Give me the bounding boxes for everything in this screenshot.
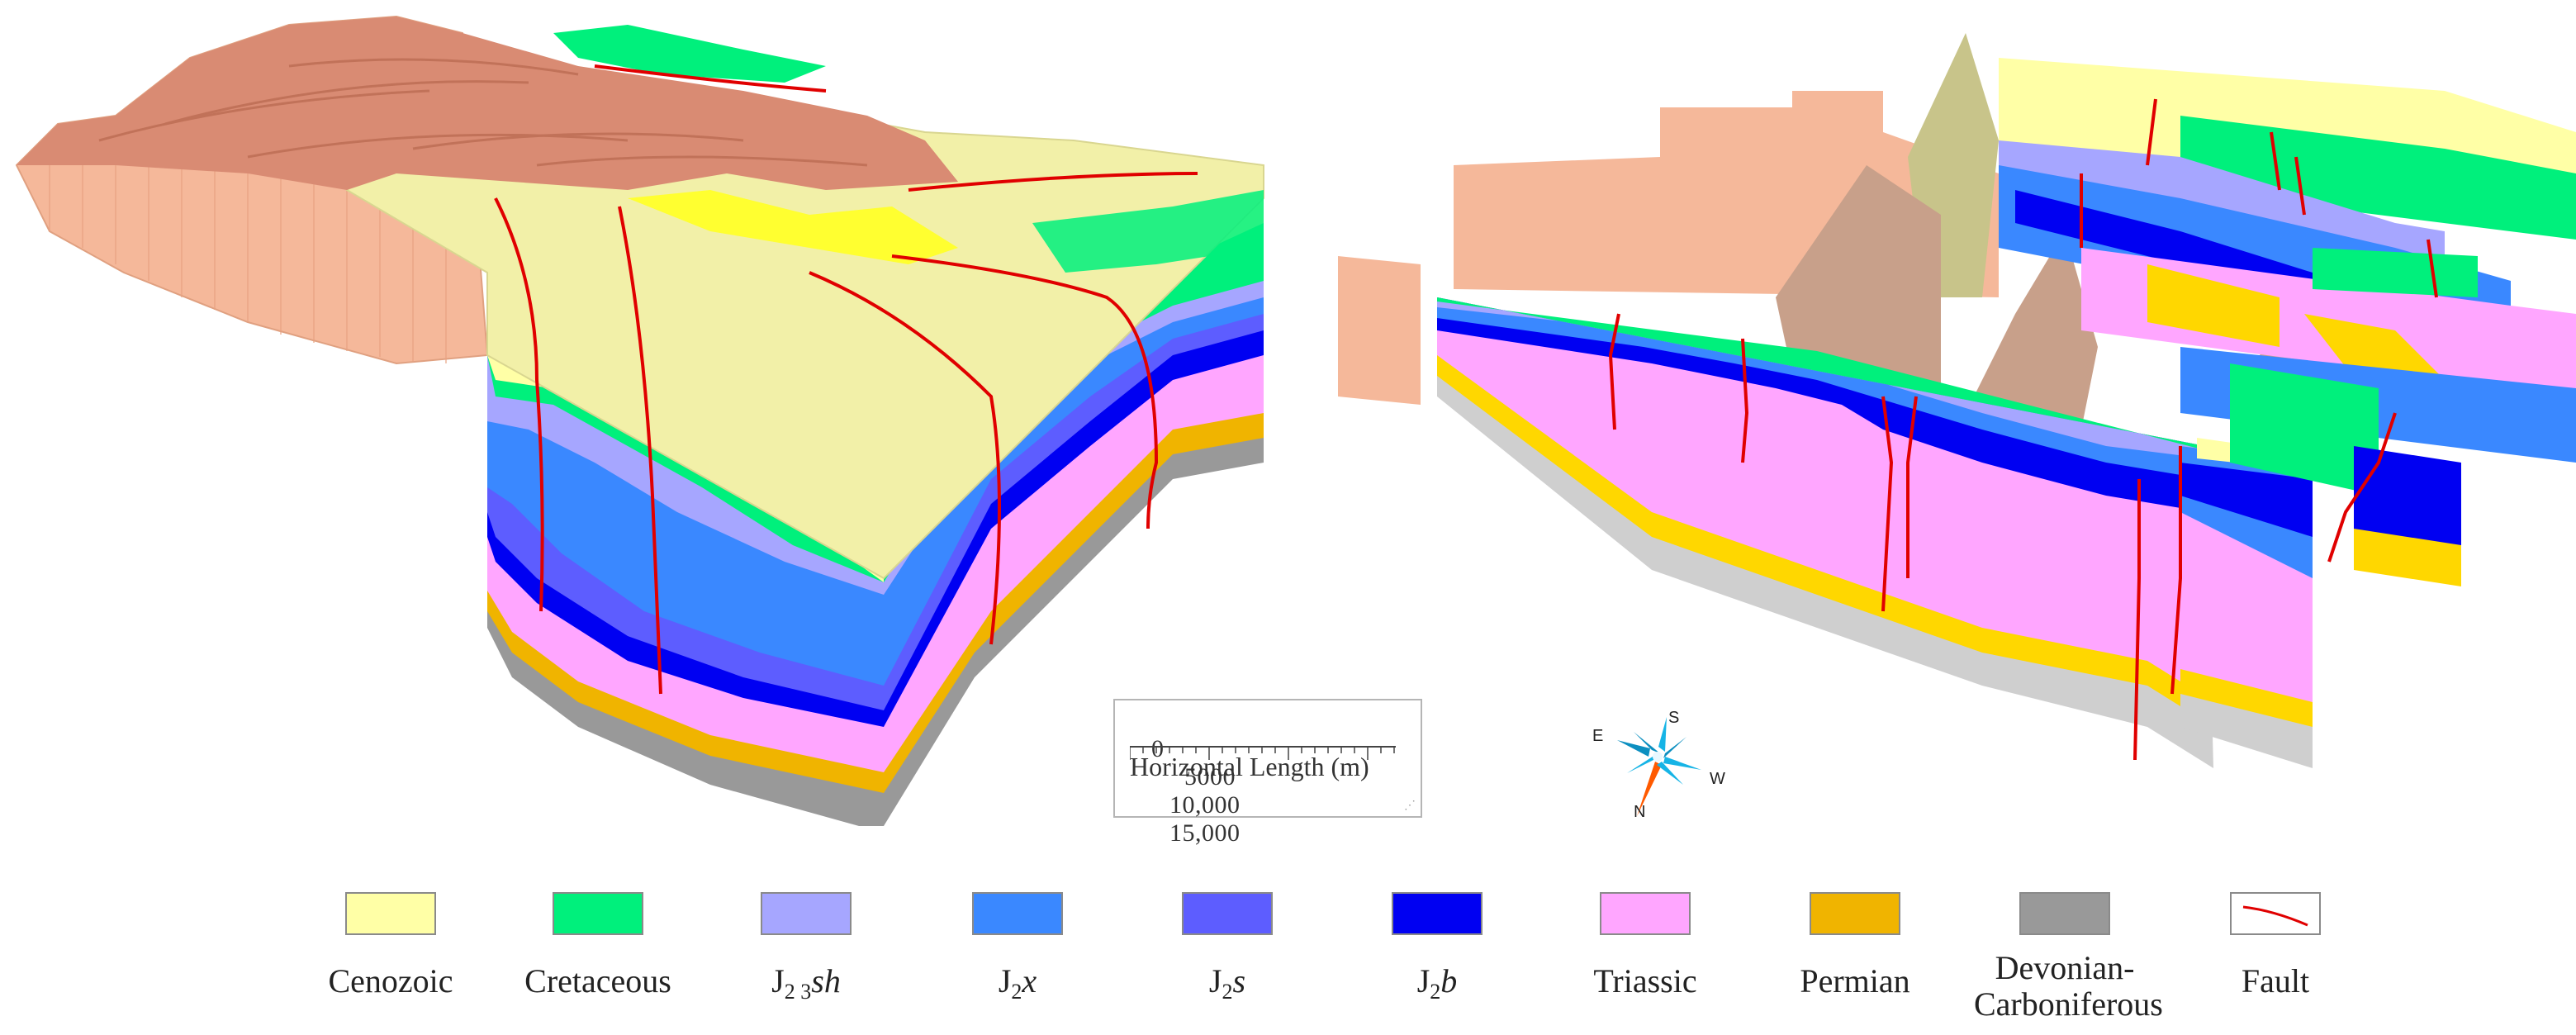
- legend-label-j23sh: J2 3sh: [771, 962, 841, 1004]
- legend-swatch-cenozoic: [345, 892, 436, 935]
- left-top-cretaceous-patch: [1032, 190, 1264, 273]
- legend-label-j2b: J2b: [1416, 962, 1458, 1004]
- legend-item-devonian-carboniferous: Devonian- Carboniferous: [1974, 892, 2163, 1023]
- left-topography: [17, 17, 958, 190]
- compass-label-south: S: [1668, 709, 1680, 727]
- resize-grip-icon: ⋰: [1404, 800, 1416, 812]
- right-back-section-purple: [1999, 140, 2445, 264]
- right-mid-section-permian-2: [2304, 314, 2445, 388]
- legend-swatch-j2x: [972, 892, 1063, 935]
- legend-item-j2s: J2s: [1136, 892, 1318, 1010]
- legend-item-j23sh: J2 3sh: [715, 892, 897, 1010]
- right-front-j2b: [1437, 297, 2205, 512]
- right-right-section-yellow: [2354, 529, 2461, 586]
- legend-swatch-permian: [1810, 892, 1900, 935]
- legend-label-cretaceous: Cretaceous: [524, 962, 671, 999]
- geological-model-scene: [15, 15, 2576, 826]
- compass-star-icon: [1617, 717, 1701, 816]
- right-basement-left: [1338, 256, 1421, 405]
- scale-tick-10000: 10,000: [1169, 791, 1241, 819]
- scale-tick-5000: 5000: [1184, 763, 1236, 790]
- legend-item-j2x: J2x: [927, 892, 1108, 1010]
- legend-label-cenozoic: Cenozoic: [328, 962, 453, 999]
- legend-label-j2x: J2x: [998, 962, 1037, 1004]
- legend-swatch-triassic: [1600, 892, 1691, 935]
- compass-label-north: N: [1634, 803, 1646, 821]
- legend-item-j2b: J2b: [1346, 892, 1528, 1010]
- legend-swatch-fault: [2230, 892, 2321, 935]
- legend-swatch-devonian-carboniferous: [2019, 892, 2110, 935]
- compass-label-east: E: [1592, 727, 1604, 745]
- scale-bar: 0 5000 10,000 15,000 Horizontal Length (…: [1113, 699, 1422, 847]
- legend-item-cretaceous: Cretaceous: [507, 892, 689, 999]
- right-lower-section-dkblue: [2180, 463, 2313, 537]
- legend-item-fault: Fault: [2185, 892, 2366, 999]
- fault-line-icon: [2242, 905, 2308, 927]
- legend-label-permian: Permian: [1800, 962, 1910, 999]
- compass-rose: E S W N: [1586, 699, 1751, 831]
- legend-swatch-j2b: [1392, 892, 1483, 935]
- legend-item-permian: Permian: [1764, 892, 1946, 999]
- right-front-j23sh: [1437, 297, 2205, 458]
- legend-label-devonian-carboniferous: Devonian- Carboniferous: [1974, 949, 2163, 1023]
- legend-label-triassic: Triassic: [1593, 962, 1697, 999]
- scale-bar-ticks: 0 5000 10,000 15,000: [1125, 707, 1241, 876]
- right-back-section-green: [2180, 116, 2576, 240]
- legend-swatch-cretaceous: [553, 892, 643, 935]
- legend: Cenozoic Cretaceous J2 3sh J2x J2s J2b T…: [0, 876, 2576, 1033]
- left-top-cretaceous-patch-2: [553, 25, 826, 83]
- legend-item-cenozoic: Cenozoic: [300, 892, 482, 999]
- right-fence-diagram: [1338, 33, 2576, 768]
- legend-item-triassic: Triassic: [1554, 892, 1736, 999]
- legend-label-j2s: J2s: [1208, 962, 1246, 1004]
- right-faults: [1608, 98, 2438, 761]
- compass-label-west: W: [1710, 770, 1725, 788]
- left-faults: [494, 64, 1198, 695]
- right-mid-section-permian: [2147, 264, 2279, 347]
- right-front-triassic: [1437, 297, 2213, 702]
- right-front-j2x: [1437, 297, 2205, 479]
- right-mid-section-cretaceous: [2313, 248, 2478, 297]
- legend-swatch-j2s: [1182, 892, 1273, 935]
- scale-tick-15000: 15,000: [1169, 819, 1241, 847]
- left-front-cretaceous: [487, 355, 884, 582]
- left-block-model: [15, 15, 1264, 826]
- left-top-cenozoic-outcrop: [628, 190, 958, 264]
- legend-swatch-j23sh: [761, 892, 852, 935]
- scale-tick-0: 0: [1151, 735, 1165, 762]
- scale-bar-ruler: [1130, 746, 1396, 760]
- scale-bar-title: Horizontal Length (m): [1130, 752, 1369, 781]
- right-right-section-green: [2230, 363, 2379, 496]
- legend-label-fault: Fault: [2241, 962, 2310, 999]
